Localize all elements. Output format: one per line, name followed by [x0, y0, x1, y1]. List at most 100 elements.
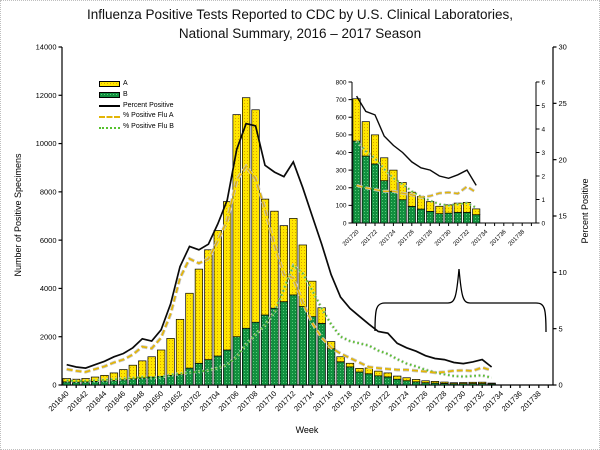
svg-text:0: 0 — [542, 220, 546, 227]
bar-flu-a — [175, 318, 185, 375]
bar-flu-a — [459, 382, 468, 384]
percent-positive-line — [66, 122, 493, 369]
bar-flu-a — [308, 280, 317, 318]
bar-flu-a — [487, 382, 496, 385]
percent-positive-line — [356, 95, 477, 186]
bar-flu-a — [355, 367, 364, 373]
legend-item-percent-positive: Percent Positive — [99, 101, 174, 112]
pct-flu-a-line — [66, 164, 492, 374]
bar-flu-a — [185, 292, 194, 369]
legend-label: Percent Positive — [123, 101, 174, 109]
bar-flu-b — [326, 348, 336, 386]
chart-title-line1: Influenza Positive Tests Reported to CDC… — [87, 7, 513, 22]
bar-flu-b — [374, 375, 383, 386]
bar-flu-a — [157, 349, 166, 377]
svg-text:10000: 10000 — [36, 139, 57, 148]
svg-text:2000: 2000 — [40, 332, 57, 341]
zoom-region-brace — [374, 268, 547, 333]
dashed-line-swatch-icon — [99, 115, 120, 118]
bar-flu-a — [204, 249, 213, 361]
bar-flu-a — [298, 244, 307, 307]
legend-label: % Positive Flu A — [123, 112, 174, 120]
bar-flu-b — [298, 306, 307, 386]
bar-flu-a — [361, 121, 370, 157]
bar-flu-b — [336, 361, 345, 386]
bar-flu-b — [270, 307, 279, 386]
svg-text:6: 6 — [542, 79, 546, 86]
bar-flu-b — [109, 380, 119, 386]
svg-text:0: 0 — [52, 381, 56, 390]
bar-flu-b — [175, 374, 185, 386]
bar-flu-b — [232, 336, 241, 386]
bar-flu-a — [472, 208, 481, 216]
bar-flu-b — [185, 367, 194, 386]
svg-text:3: 3 — [542, 150, 546, 157]
bar-flu-b — [62, 381, 71, 386]
bar-flu-b — [393, 378, 402, 386]
bar-flu-a — [166, 338, 175, 376]
svg-text:8000: 8000 — [40, 187, 57, 196]
svg-text:201732: 201732 — [453, 229, 472, 248]
bar-flu-b — [462, 212, 472, 224]
bar-flu-b — [453, 212, 462, 224]
svg-text:201738: 201738 — [508, 229, 527, 248]
bar-flu-b — [279, 301, 289, 386]
x-axis-label: Week — [295, 425, 319, 435]
pct-flu-b-line — [66, 264, 492, 382]
svg-text:4000: 4000 — [40, 284, 57, 293]
svg-text:201720: 201720 — [342, 229, 361, 248]
svg-text:100: 100 — [336, 203, 347, 210]
bars-flu-b — [62, 294, 496, 386]
svg-text:500: 500 — [336, 132, 347, 139]
svg-text:1: 1 — [542, 197, 546, 204]
bar-flu-b — [241, 327, 251, 386]
bar-flu-a — [411, 379, 421, 383]
bar-flu-b — [380, 180, 389, 224]
bar-flu-b — [355, 371, 364, 386]
bar-flu-a — [449, 382, 458, 385]
svg-text:201724: 201724 — [379, 229, 398, 248]
bar-flu-b — [352, 140, 361, 224]
svg-text:201722: 201722 — [361, 229, 380, 248]
svg-text:25: 25 — [559, 99, 567, 108]
svg-text:201738: 201738 — [519, 389, 543, 413]
flu-b-swatch-icon — [99, 92, 120, 99]
main-chart: 0200040006000800010000120001400005101520… — [36, 43, 567, 413]
legend-label: A — [123, 80, 128, 87]
pct-flu-a-line — [356, 184, 477, 198]
bars-flu-a — [62, 97, 496, 385]
y-axis-label-right: Percent Positive — [580, 178, 590, 244]
bars-flu-a — [352, 98, 481, 216]
svg-text:0: 0 — [559, 381, 563, 390]
bar-flu-a — [260, 198, 270, 316]
bar-flu-a — [223, 201, 232, 351]
svg-text:700: 700 — [336, 97, 347, 104]
dotted-line-swatch-icon — [99, 126, 120, 129]
bar-flu-b — [345, 366, 355, 386]
bar-flu-a — [317, 307, 326, 324]
svg-text:200: 200 — [336, 185, 347, 192]
bar-flu-b — [416, 208, 426, 224]
svg-text:800: 800 — [336, 79, 347, 86]
svg-text:10: 10 — [559, 268, 567, 277]
bar-flu-b — [383, 376, 392, 386]
bar-flu-a — [435, 205, 444, 215]
bar-flu-a — [426, 201, 435, 212]
svg-text:0: 0 — [343, 220, 347, 227]
legend-label: B — [123, 90, 128, 98]
flu-a-swatch-icon — [99, 81, 120, 88]
bar-flu-a — [270, 210, 279, 309]
svg-text:20: 20 — [559, 155, 567, 164]
bar-flu-a — [251, 109, 260, 323]
bar-flu-a — [232, 114, 241, 338]
bar-flu-a — [352, 98, 361, 142]
bar-flu-b — [138, 377, 147, 386]
svg-text:5: 5 — [542, 103, 546, 110]
bar-flu-a — [393, 375, 402, 380]
bar-flu-b — [100, 380, 109, 386]
svg-text:5: 5 — [559, 324, 563, 333]
bar-flu-b — [472, 214, 481, 224]
bar-flu-b — [411, 381, 421, 386]
bar-flu-a — [421, 380, 430, 384]
